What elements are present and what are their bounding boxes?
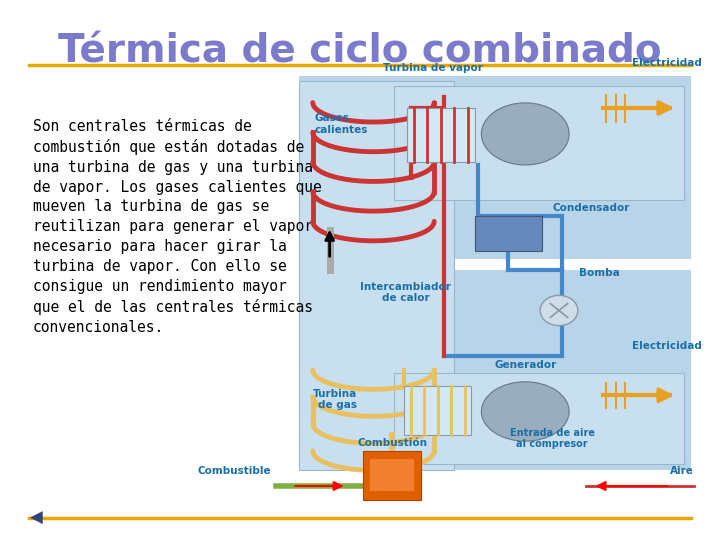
FancyBboxPatch shape — [364, 451, 420, 500]
FancyBboxPatch shape — [394, 373, 684, 464]
FancyBboxPatch shape — [474, 216, 542, 251]
Ellipse shape — [482, 103, 569, 165]
Text: Gases
calientes: Gases calientes — [314, 113, 367, 135]
Text: Turbina
de gas: Turbina de gas — [312, 389, 356, 410]
Text: Generador: Generador — [494, 360, 557, 370]
Text: Entrada de aire
al compresor: Entrada de aire al compresor — [510, 428, 595, 449]
Text: Son centrales térmicas de
combustión que están dotadas de
una turbina de gas y u: Son centrales térmicas de combustión que… — [33, 119, 322, 335]
FancyBboxPatch shape — [408, 108, 474, 162]
Circle shape — [540, 295, 578, 326]
Text: Térmica de ciclo combinado: Térmica de ciclo combinado — [58, 32, 662, 70]
Polygon shape — [354, 270, 690, 470]
FancyBboxPatch shape — [404, 386, 472, 435]
Text: Electricidad: Electricidad — [632, 57, 702, 68]
Ellipse shape — [482, 382, 569, 441]
Text: Aire: Aire — [670, 466, 694, 476]
Text: Bomba: Bomba — [579, 268, 620, 278]
Text: ◀: ◀ — [30, 509, 42, 526]
FancyBboxPatch shape — [370, 459, 414, 491]
Text: Turbina de vapor: Turbina de vapor — [383, 63, 483, 73]
FancyBboxPatch shape — [300, 81, 454, 470]
Text: Condensador: Condensador — [552, 203, 629, 213]
Text: Combustión: Combustión — [357, 438, 428, 448]
Text: Electricidad: Electricidad — [632, 341, 702, 351]
FancyBboxPatch shape — [394, 86, 684, 200]
Text: Combustible: Combustible — [197, 466, 271, 476]
Text: Intercambiador
de calor: Intercambiador de calor — [361, 282, 451, 303]
Polygon shape — [300, 76, 690, 259]
